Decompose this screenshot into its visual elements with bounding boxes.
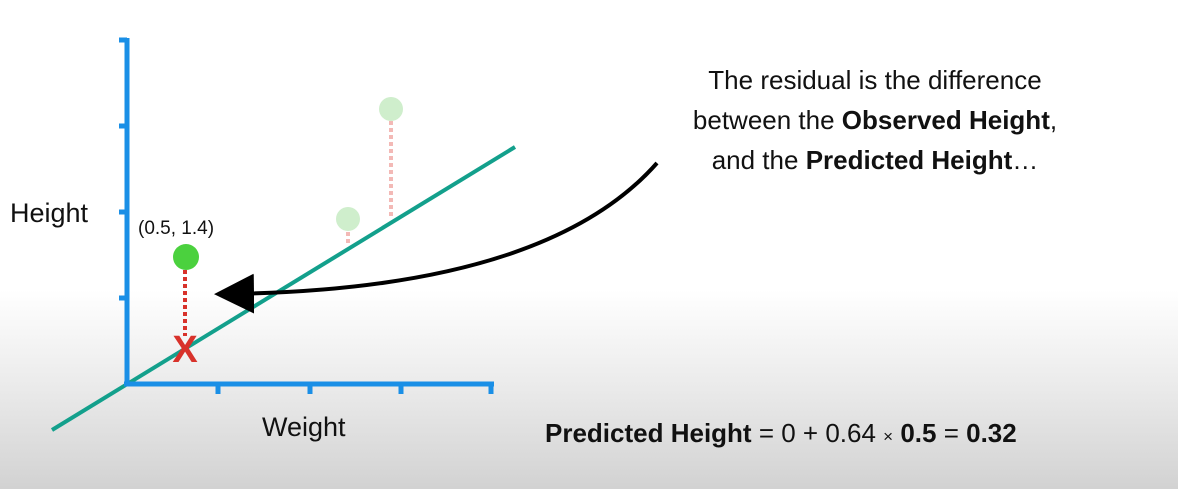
predicted-point-marker: X: [172, 329, 198, 371]
prediction-formula: Predicted Height = 0 + 0.64 × 0.5 = 0.32: [545, 418, 1017, 449]
formula-lhs: Predicted Height: [545, 418, 752, 448]
observed-data-point: [173, 244, 199, 270]
annotation-text-part: …: [1012, 145, 1039, 175]
formula-weight: 0.5: [900, 418, 937, 448]
annotation-line-1: The residual is the difference: [708, 65, 1042, 95]
annotation-text-part: ,: [1049, 105, 1058, 135]
annotation-line-3: and the Predicted Height…: [620, 140, 1130, 180]
fit-line: [50, 145, 517, 432]
formula-intercept-slope: = 0 + 0.64: [751, 418, 884, 448]
curved-arrow: [214, 161, 659, 314]
formula-result: 0.32: [966, 418, 1017, 448]
annotation-text-part: between the: [692, 105, 842, 135]
y-axis-label: Height: [10, 198, 89, 228]
formula-times-sign: ×: [883, 427, 894, 446]
observed-height-term: Observed Height: [841, 105, 1050, 135]
faded-data-point: [379, 97, 403, 121]
annotation-line-2: between the Observed Height,: [620, 100, 1130, 140]
predicted-height-term: Predicted Height: [805, 145, 1013, 175]
faded-data-point: [336, 207, 360, 231]
annotation-text: The residual is the difference between t…: [620, 60, 1130, 180]
formula-equals: =: [936, 418, 967, 448]
x-axis-label: Weight: [262, 412, 346, 442]
annotation-text-part: and the: [711, 145, 806, 175]
data-point-label: (0.5, 1.4): [138, 218, 215, 239]
